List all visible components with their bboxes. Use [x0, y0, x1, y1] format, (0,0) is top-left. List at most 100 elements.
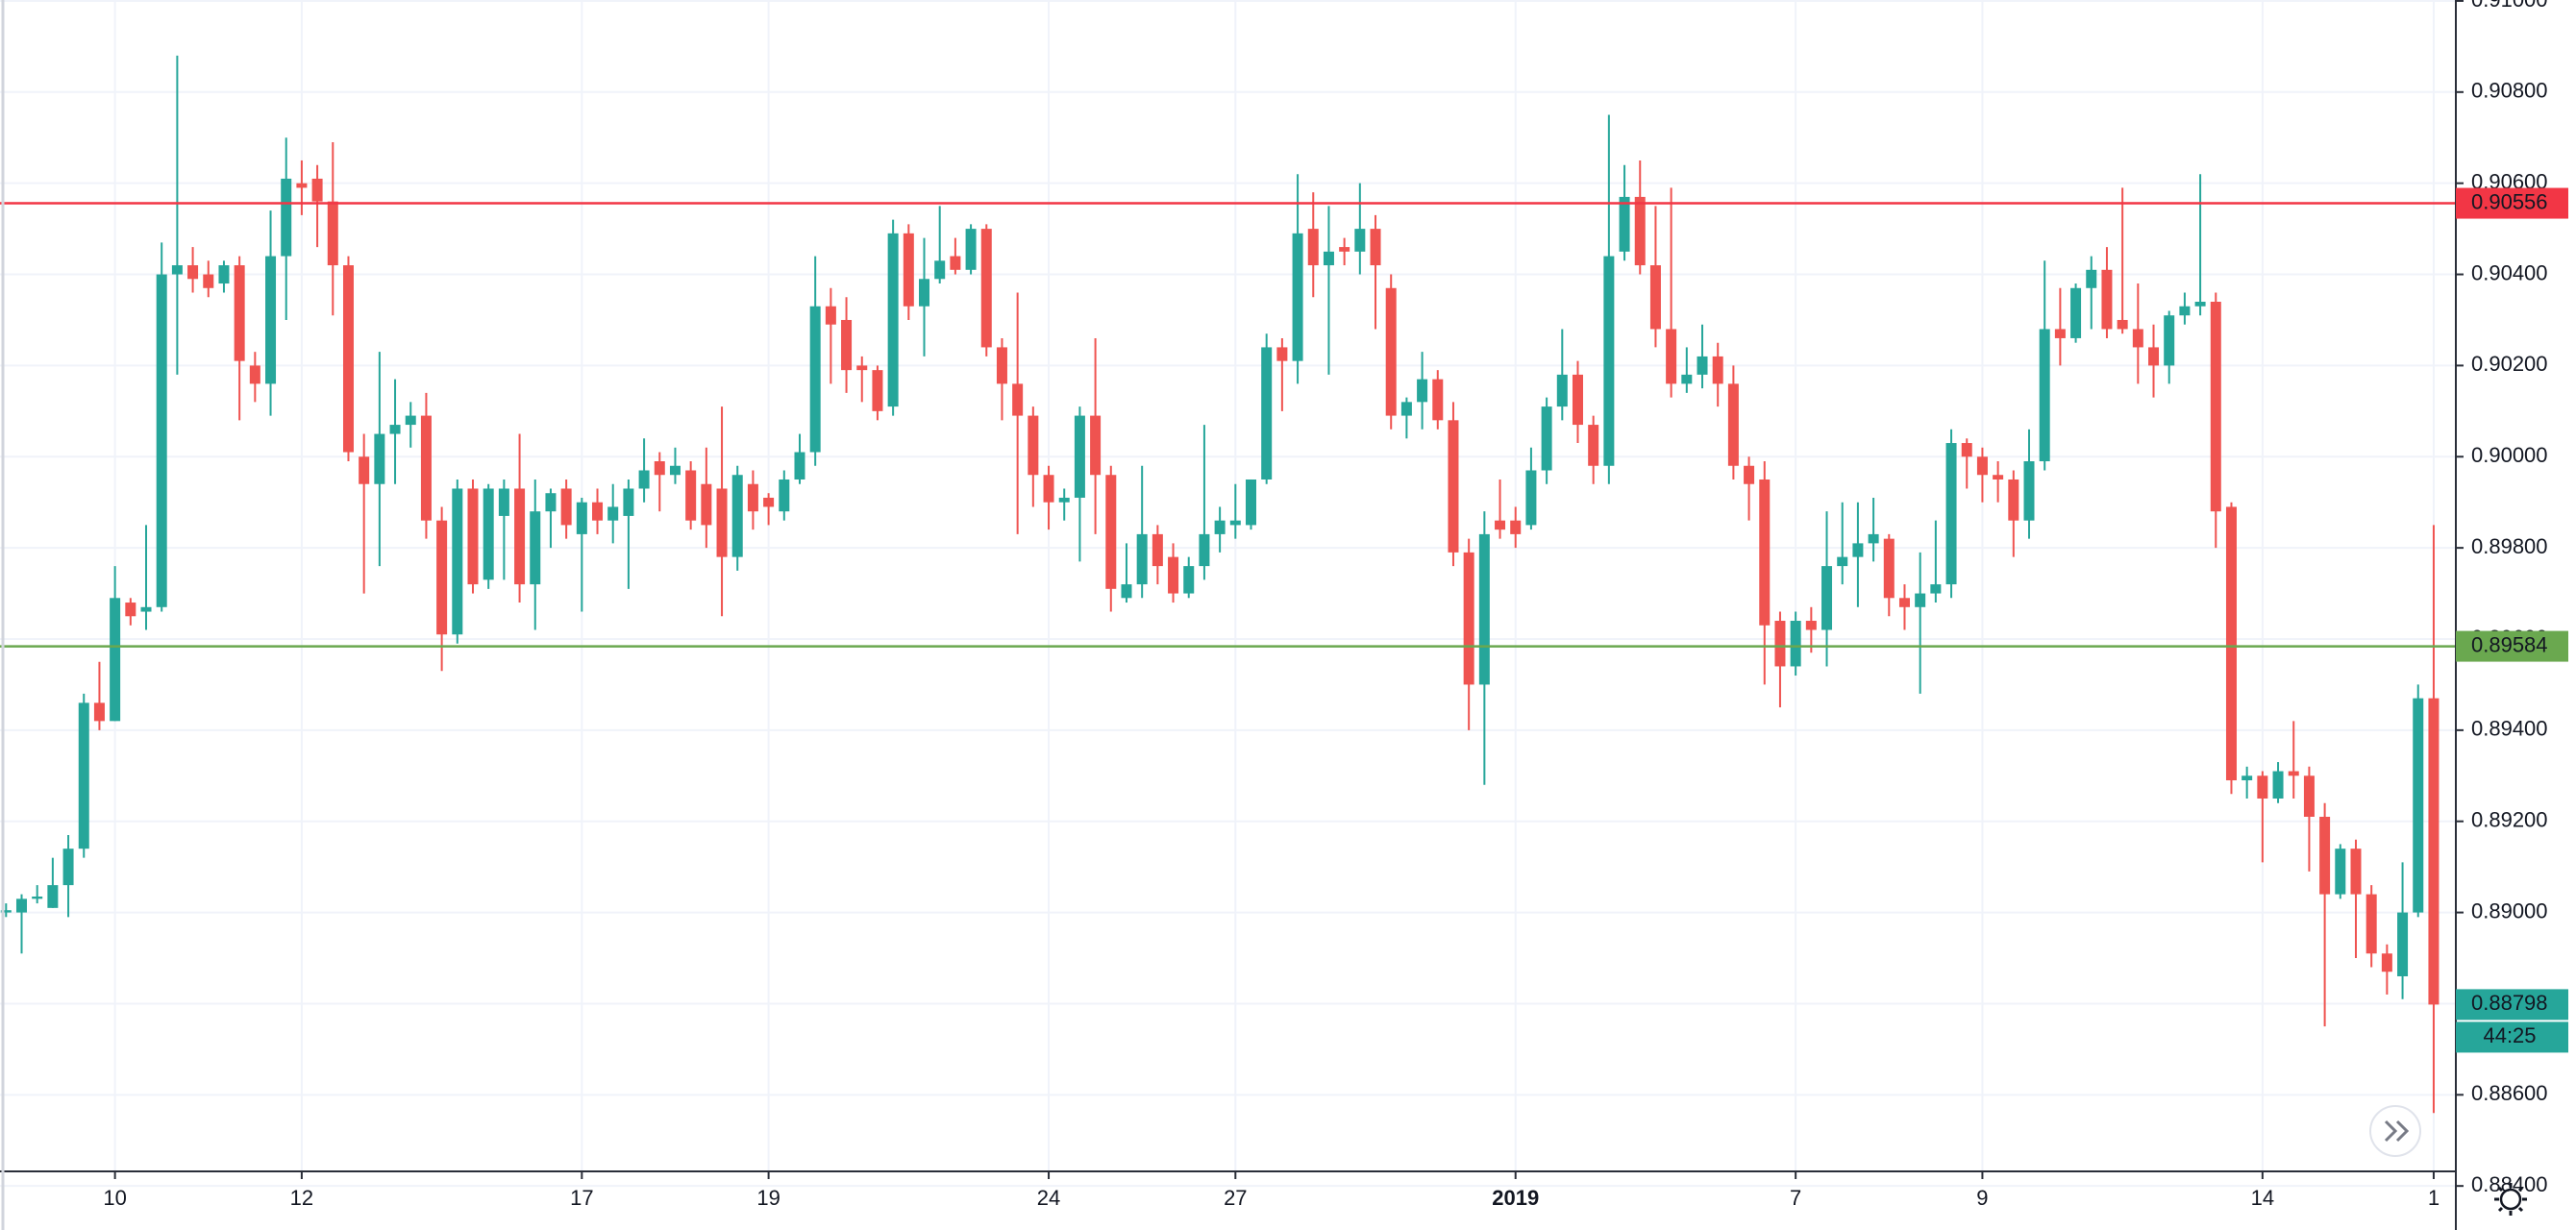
y-tick-label: 0.88600: [2471, 1081, 2548, 1105]
candle-body: [1634, 196, 1646, 266]
plot: [0, 55, 2456, 1114]
x-tick-label: 7: [1790, 1186, 1801, 1210]
candle-body: [1183, 566, 1195, 594]
candle-body: [872, 370, 883, 411]
candle-body: [2303, 775, 2315, 817]
candle-body: [78, 702, 89, 849]
candle-body: [1759, 479, 1771, 626]
candle-body: [1276, 347, 1288, 361]
candle-body: [203, 274, 214, 288]
y-tick-label: 0.89400: [2471, 717, 2548, 741]
candle-body: [1619, 196, 1630, 252]
candle-body: [281, 178, 292, 257]
candle-body: [498, 488, 509, 516]
candle-body: [1370, 229, 1381, 266]
candle-body: [1028, 415, 1039, 476]
candle-body: [638, 470, 650, 489]
candle-body: [2413, 698, 2424, 913]
candle-body: [1727, 383, 1739, 466]
level-label: 0.90556: [2471, 189, 2548, 213]
y-tick-label: 0.90400: [2471, 260, 2548, 284]
candle-body: [1152, 533, 1163, 567]
candle-body: [2132, 329, 2143, 348]
candle-body: [1915, 593, 1926, 607]
candle-body: [1354, 229, 1366, 252]
candle-body: [1572, 374, 1583, 426]
candle-body: [965, 229, 977, 270]
candle-body: [1400, 402, 1412, 416]
candle-body: [950, 256, 961, 270]
candle-body: [1463, 552, 1474, 685]
candle-body: [1883, 538, 1895, 599]
candle-body: [1214, 520, 1226, 534]
candle-body: [919, 279, 930, 307]
y-tick-label: 0.91000: [2471, 0, 2548, 12]
candle-body: [2210, 301, 2221, 512]
candle-body: [1448, 420, 1459, 553]
candle-body: [296, 183, 308, 188]
candle-body: [1339, 247, 1350, 252]
candle-body: [0, 910, 12, 913]
candle-body: [1432, 379, 1444, 421]
candle-body: [2148, 347, 2160, 366]
candle-body: [2288, 771, 2299, 776]
candle-body: [763, 497, 775, 507]
candle-body: [2335, 849, 2346, 895]
candle-body: [1478, 533, 1490, 685]
candle-body: [1199, 533, 1210, 567]
candle-body: [903, 233, 914, 307]
candle-body: [685, 470, 697, 521]
x-tick-label: 2019: [1492, 1186, 1539, 1210]
candle-body: [1930, 584, 1942, 594]
settings-button[interactable]: [2494, 1183, 2527, 1216]
candle-body: [1712, 356, 1723, 384]
candle-body: [841, 319, 853, 371]
candle-body: [1697, 356, 1708, 375]
candle-body: [1105, 475, 1117, 589]
candle-body: [809, 306, 821, 453]
candle-body: [1666, 329, 1677, 384]
candle-body: [530, 511, 541, 585]
candle-body: [2039, 329, 2050, 462]
candle-body: [1588, 425, 1599, 466]
candle-body: [1898, 598, 1910, 607]
candle-body: [436, 520, 448, 635]
candle-body: [560, 488, 572, 526]
candle-body: [125, 603, 136, 617]
candle-body: [576, 502, 587, 534]
candle-body: [218, 265, 230, 284]
candle-body: [2164, 315, 2175, 366]
candle-body: [887, 233, 899, 407]
candle-body: [110, 598, 121, 722]
level-label-box: [2456, 187, 2568, 219]
candle-body: [1525, 470, 1537, 526]
candle-body: [592, 502, 604, 521]
scroll-button[interactable]: [2369, 1105, 2421, 1157]
y-tick-label: 0.89800: [2471, 534, 2548, 558]
candle-body: [623, 488, 634, 516]
candle-body: [1961, 443, 1972, 457]
candle-body: [1121, 584, 1132, 599]
candle-body: [62, 849, 74, 886]
candle-body: [1541, 406, 1552, 471]
candle-body: [1307, 229, 1319, 266]
candle-body: [1495, 520, 1506, 530]
candle-body: [1852, 543, 1864, 557]
candle-body: [467, 488, 479, 585]
candle-body: [1229, 520, 1241, 526]
candle-body: [1074, 415, 1085, 498]
candle-body: [327, 201, 338, 266]
candle-body: [825, 306, 836, 325]
candle-body: [1649, 265, 1661, 330]
candle-body: [420, 415, 432, 521]
candle-body: [1090, 415, 1102, 476]
candle-body: [607, 506, 619, 521]
candle-body: [1744, 465, 1755, 484]
candle-body: [1790, 621, 1801, 667]
candle-body: [1058, 497, 1070, 503]
x-tick-label: 9: [1976, 1186, 1988, 1210]
candle-body: [1385, 287, 1397, 416]
candle-body: [2086, 269, 2097, 288]
